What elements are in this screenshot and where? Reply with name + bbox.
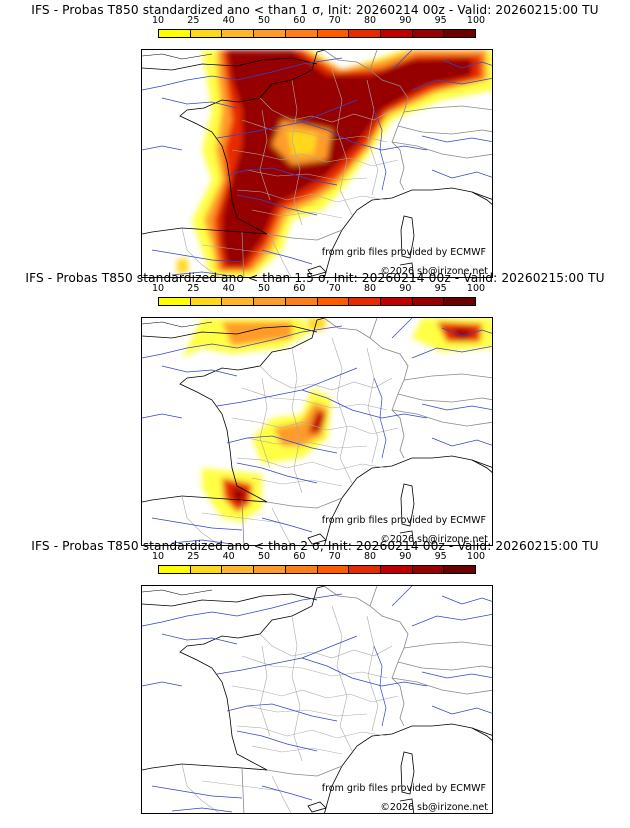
panel-title: IFS - Probas T850 standardized ano < tha… xyxy=(31,539,599,553)
scale-swatch xyxy=(159,298,191,305)
scale-swatch xyxy=(349,298,381,305)
scale-swatch xyxy=(285,298,318,305)
scale-tick-label: 25 xyxy=(187,551,200,562)
scale-swatch xyxy=(444,298,476,305)
scale-swatch xyxy=(254,30,286,37)
scale-tick-label: 10 xyxy=(151,551,165,562)
scale-tick-label: 90 xyxy=(399,15,412,26)
scale-tick-label: 50 xyxy=(257,15,271,26)
data-credit: from grib files provided by ECMWF xyxy=(321,783,486,794)
scale-tick-label: 70 xyxy=(328,551,341,562)
forecast-panel-2sigma: IFS - Probas T850 standardized ano < tha… xyxy=(0,538,630,814)
scale-tick-label: 80 xyxy=(363,15,377,26)
scale-swatch xyxy=(349,30,381,37)
scale-ticks: 10 25 40 50 60 70 80 90 95 100 xyxy=(152,551,485,563)
probability-field xyxy=(182,318,492,522)
scale-swatch xyxy=(317,30,350,37)
color-scale xyxy=(158,29,476,38)
scale-tick-label: 80 xyxy=(363,283,377,294)
data-credit: from grib files provided by ECMWF xyxy=(321,515,486,526)
scale-tick-label: 60 xyxy=(293,283,306,294)
scale-swatch xyxy=(222,566,255,573)
scale-swatch xyxy=(380,30,413,37)
scale-swatch xyxy=(222,30,255,37)
scale-swatch xyxy=(412,566,445,573)
scale-tick-label: 50 xyxy=(257,551,271,562)
scale-tick-label: 90 xyxy=(399,551,412,562)
scale-swatch xyxy=(412,298,445,305)
scale-swatch xyxy=(412,30,445,37)
scale-tick-label: 70 xyxy=(328,15,341,26)
scale-tick-label: 100 xyxy=(466,551,486,562)
scale-tick-label: 40 xyxy=(222,551,235,562)
copyright-text: ©2026 sb@irizone.net xyxy=(380,534,488,545)
scale-swatch xyxy=(190,566,223,573)
scale-tick-label: 90 xyxy=(399,283,412,294)
panel-title: IFS - Probas T850 standardized ano < tha… xyxy=(31,3,599,17)
scale-tick-label: 40 xyxy=(222,283,235,294)
scale-swatch xyxy=(254,298,286,305)
scale-swatch xyxy=(285,566,318,573)
scale-swatch xyxy=(190,298,223,305)
scale-swatch xyxy=(380,566,413,573)
scale-tick-label: 95 xyxy=(434,551,447,562)
probability-map: from grib files provided by ECMWF ©2026 … xyxy=(141,49,493,278)
scale-tick-label: 95 xyxy=(434,15,447,26)
scale-swatch xyxy=(380,298,413,305)
copyright-text: ©2026 sb@irizone.net xyxy=(380,266,488,277)
scale-tick-label: 25 xyxy=(187,15,200,26)
color-scale xyxy=(158,297,476,306)
data-credit: from grib files provided by ECMWF xyxy=(321,247,486,258)
scale-tick-label: 100 xyxy=(466,15,486,26)
scale-swatch xyxy=(254,566,286,573)
scale-tick-label: 60 xyxy=(293,15,306,26)
map-canvas xyxy=(142,318,492,545)
scale-swatch xyxy=(285,30,318,37)
scale-swatch xyxy=(190,30,223,37)
scale-swatch xyxy=(159,30,191,37)
scale-tick-label: 60 xyxy=(293,551,306,562)
color-scale xyxy=(158,565,476,574)
scale-tick-label: 70 xyxy=(328,283,341,294)
scale-tick-label: 80 xyxy=(363,551,377,562)
map-canvas xyxy=(142,50,492,277)
scale-ticks: 10 25 40 50 60 70 80 90 95 100 xyxy=(152,283,485,295)
scale-swatch xyxy=(317,566,350,573)
scale-tick-label: 40 xyxy=(222,15,235,26)
scale-tick-label: 10 xyxy=(151,283,165,294)
scale-swatch xyxy=(349,566,381,573)
scale-tick-label: 25 xyxy=(187,283,200,294)
scale-tick-label: 95 xyxy=(434,283,447,294)
probability-field xyxy=(177,50,492,277)
probability-map: from grib files provided by ECMWF ©2026 … xyxy=(141,317,493,546)
scale-swatch xyxy=(444,566,476,573)
forecast-panel-1-5sigma: IFS - Probas T850 standardized ano < tha… xyxy=(0,270,630,546)
scale-tick-label: 50 xyxy=(257,283,271,294)
panel-title: IFS - Probas T850 standardized ano < tha… xyxy=(25,271,605,285)
map-canvas xyxy=(142,586,492,813)
copyright-text: ©2026 sb@irizone.net xyxy=(380,802,488,813)
scale-swatch xyxy=(159,566,191,573)
scale-swatch xyxy=(444,30,476,37)
scale-swatch xyxy=(317,298,350,305)
scale-tick-label: 100 xyxy=(466,283,486,294)
scale-tick-label: 10 xyxy=(151,15,165,26)
scale-ticks: 10 25 40 50 60 70 80 90 95 100 xyxy=(152,15,485,27)
forecast-panel-1sigma: IFS - Probas T850 standardized ano < tha… xyxy=(0,2,630,278)
probability-map: from grib files provided by ECMWF ©2026 … xyxy=(141,585,493,814)
scale-swatch xyxy=(222,298,255,305)
